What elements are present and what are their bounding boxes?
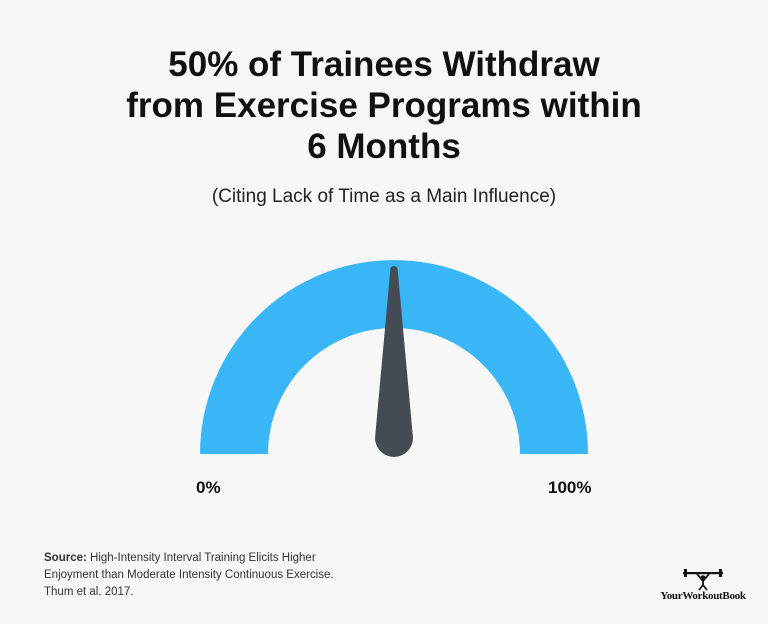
- title-line-1: 50% of Trainees Withdraw: [168, 45, 600, 84]
- source-note: Source: High-Intensity Interval Training…: [44, 550, 404, 601]
- source-label: Source:: [44, 552, 87, 564]
- source-line-2: Enjoyment than Moderate Intensity Contin…: [44, 569, 334, 581]
- chart-subtitle: (Citing Lack of Time as a Main Influence…: [211, 186, 557, 207]
- gauge-max-label: 100%: [548, 478, 592, 497]
- brand-name: YourWorkoutBook: [660, 590, 746, 602]
- weightlifter-icon: [683, 569, 723, 591]
- gauge-needle: [375, 266, 413, 457]
- gauge-arc: [200, 260, 588, 454]
- source-line-1: High-Intensity Interval Training Elicits…: [90, 552, 316, 564]
- title-line-3: 6 Months: [307, 127, 461, 166]
- gauge-min-label: 0%: [196, 478, 221, 497]
- source-line-3: Thum et al. 2017.: [44, 586, 134, 598]
- title-line-2: from Exercise Programs within: [126, 86, 642, 125]
- chart-title: 50% of Trainees Withdraw from Exercise P…: [0, 44, 768, 167]
